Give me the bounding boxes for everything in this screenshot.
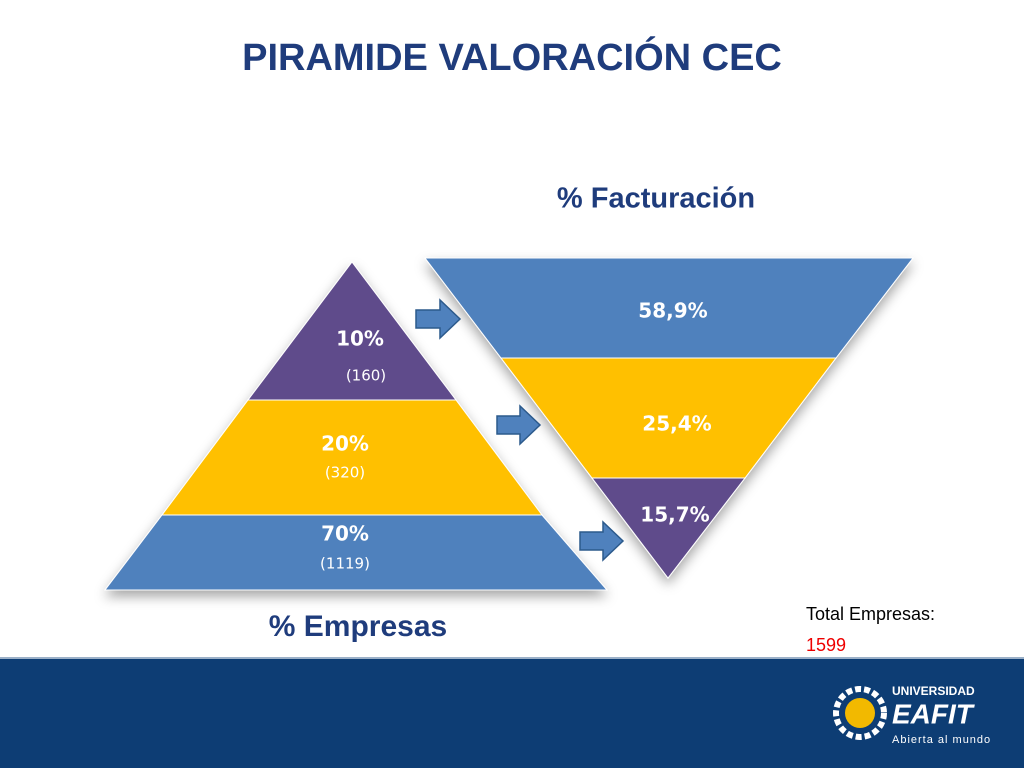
slide-title: PIRAMIDE VALORACIÓN CEC (242, 35, 782, 79)
pyramid-base (103, 514, 609, 591)
level-percent: 70% (321, 522, 369, 546)
logo-gear (833, 686, 887, 740)
arrow (496, 404, 542, 446)
logo-center (845, 698, 875, 728)
funnel-bottom (590, 477, 747, 579)
revenue-percent: 25,4% (642, 412, 711, 436)
total-label: Total Empresas: (806, 604, 935, 624)
level-percent: 10% (336, 327, 384, 351)
revenue-percent: 15,7% (640, 503, 709, 527)
level-count: (160) (346, 367, 386, 385)
companies-pyramid (103, 261, 609, 591)
level-percent: 20% (321, 432, 369, 456)
logo-name: UNIVERSIDAD (892, 684, 975, 698)
logo: UNIVERSIDAD EAFIT Abierta al mundo (833, 684, 991, 746)
logo-tagline: Abierta al mundo (892, 734, 991, 746)
level-count: (320) (325, 464, 365, 482)
companies-label: % Empresas (269, 610, 447, 643)
arrow (415, 298, 462, 340)
pyramid-middle (161, 399, 543, 516)
revenue-pyramid (423, 257, 915, 579)
arrow (579, 520, 625, 562)
total-value: 1599 (806, 635, 846, 655)
revenue-percent: 58,9% (638, 299, 707, 323)
revenue-label: % Facturación (557, 183, 755, 215)
arrows (415, 298, 625, 562)
level-count: (1119) (320, 555, 370, 573)
logo-brand: EAFIT (892, 698, 976, 729)
